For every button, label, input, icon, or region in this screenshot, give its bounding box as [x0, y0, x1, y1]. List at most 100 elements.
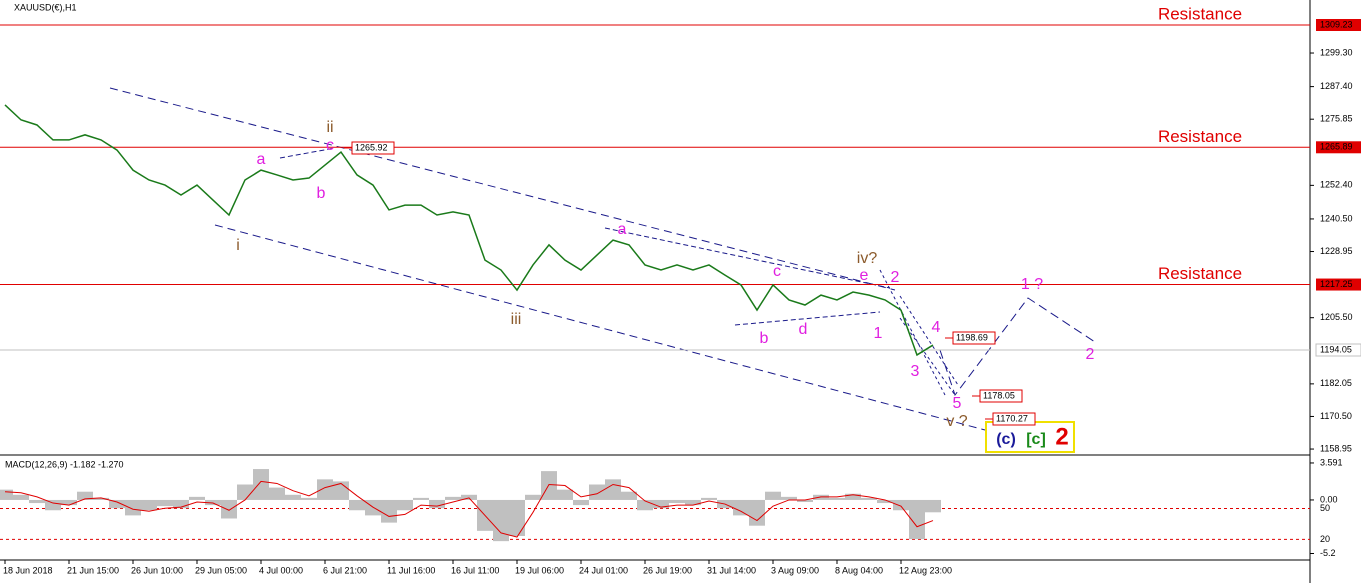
histogram-bar — [333, 481, 349, 500]
histogram-bar — [189, 496, 205, 500]
histogram-bar — [781, 496, 797, 500]
histogram-bar — [397, 499, 413, 511]
indicator-title: MACD(12,26,9) -1.182 -1.270 — [5, 459, 124, 469]
projection — [879, 269, 1096, 397]
x-tick-label: 31 Jul 14:00 — [707, 565, 756, 575]
histogram-bar — [0, 489, 13, 500]
histogram-bar — [301, 497, 317, 500]
wave-label: 3 — [911, 363, 920, 380]
wave-label: 4 — [932, 319, 941, 336]
histogram-bar — [861, 497, 877, 500]
histogram-bar — [557, 489, 573, 500]
histogram-bar — [877, 499, 893, 504]
histogram-bar — [909, 499, 925, 540]
histogram-bar — [173, 499, 189, 509]
x-tick-label: 16 Jul 11:00 — [451, 565, 499, 575]
histogram-bar — [445, 496, 461, 500]
channel-lines — [109, 87, 986, 431]
price-box — [992, 412, 1036, 426]
histogram-bar — [493, 499, 509, 542]
histogram-bar — [205, 499, 221, 506]
x-tick-label: 21 Jun 15:00 — [67, 565, 119, 575]
price-tag-label: 1217.25 — [1320, 279, 1353, 289]
histogram-bar — [269, 487, 285, 500]
x-tick-label: 19 Jul 06:00 — [515, 565, 564, 575]
histogram-bar — [13, 494, 29, 500]
y-tick-label: 1275.85 — [1320, 114, 1353, 124]
y-tick-label: 1240.50 — [1320, 213, 1353, 223]
y-tick-label: 3.591 — [1320, 457, 1343, 467]
x-tick-label: 26 Jun 10:00 — [131, 565, 183, 575]
histogram-bar — [749, 499, 765, 526]
histogram-bar — [685, 499, 701, 506]
wave-label: a — [257, 151, 266, 168]
histogram-bar — [653, 499, 669, 509]
histogram-bar — [525, 494, 541, 500]
histogram-bar — [413, 497, 429, 500]
price-box-label: 1178.05 — [983, 390, 1015, 400]
x-tick-label: 12 Aug 23:00 — [899, 565, 952, 575]
histogram-bar — [349, 499, 365, 511]
wave-label: 1 — [874, 325, 883, 342]
y-tick-label: 1182.05 — [1320, 378, 1352, 388]
price-tag-label: 1194.05 — [1320, 344, 1352, 354]
histogram-bar — [733, 499, 749, 516]
signal-line — [4, 480, 934, 538]
wave-label: c — [326, 137, 334, 154]
histogram-bar — [125, 499, 141, 516]
wave-label: ii — [326, 119, 333, 136]
histogram-bar — [621, 491, 637, 500]
y-tick-label: 0.00 — [1320, 494, 1338, 504]
histogram-bar — [509, 499, 525, 537]
histogram-bar — [157, 499, 173, 507]
price-tag — [1315, 343, 1361, 357]
histogram-bar — [605, 479, 621, 500]
histogram-bar — [77, 491, 93, 500]
wave-label: c — [773, 263, 781, 280]
price-box-label: 1265.92 — [355, 142, 388, 152]
wave-label: 5 — [953, 395, 962, 412]
wave-label: v ? — [946, 413, 967, 430]
histogram-bar — [253, 469, 269, 500]
price-box-label: 1170.27 — [996, 413, 1028, 423]
price-tag-label: 1309.23 — [1320, 19, 1353, 29]
histogram-bar — [109, 499, 125, 509]
y2-tick-label: 50 — [1320, 503, 1330, 513]
histogram-bar — [237, 484, 253, 500]
y-tick-label: 1299.30 — [1320, 47, 1353, 57]
wave-label: 2 — [1086, 346, 1095, 363]
histogram-bar — [701, 497, 717, 500]
wave-label: e — [860, 267, 869, 284]
x-tick-label: 11 Jul 16:00 — [387, 565, 435, 575]
histogram-bar — [893, 499, 909, 511]
wave-label: (c) — [996, 431, 1016, 448]
histogram-bar — [45, 499, 61, 511]
resistance-label: Resistance — [1158, 264, 1242, 283]
histogram-bar — [573, 499, 589, 506]
histogram-bar — [61, 499, 77, 506]
x-tick-label: 6 Jul 21:00 — [323, 565, 367, 575]
price-line — [4, 104, 934, 357]
wave-label: 1 ? — [1021, 276, 1043, 293]
price-box-label: 1198.69 — [956, 332, 988, 342]
x-tick-label: 8 Aug 04:00 — [835, 565, 883, 575]
y-tick-label: 1158.95 — [1320, 443, 1352, 453]
price-tag — [1316, 141, 1361, 154]
histogram-bar — [925, 499, 941, 513]
histogram-bar — [765, 491, 781, 500]
wave-label: [c] — [1026, 431, 1046, 448]
y2-tick-label: 20 — [1320, 534, 1330, 544]
x-tick-label: 26 Jul 19:00 — [643, 565, 692, 575]
histogram-bar — [637, 499, 653, 511]
histogram-bar — [829, 497, 845, 500]
histogram-bar — [221, 499, 237, 519]
price-tag-label: 1265.89 — [1320, 142, 1353, 152]
chart-title: XAUUSD(€),H1 — [14, 2, 77, 12]
wave-label: 2 — [891, 269, 900, 286]
price-box — [351, 141, 395, 155]
wave-label: a — [618, 221, 627, 238]
histogram-bar — [541, 471, 557, 500]
wave-label: iii — [511, 311, 522, 328]
